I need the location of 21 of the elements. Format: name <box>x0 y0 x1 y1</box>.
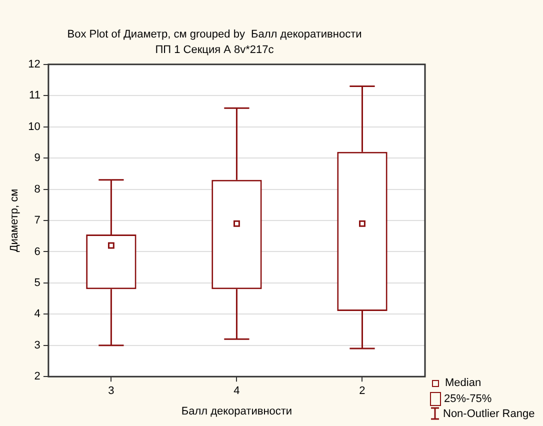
y-tick-label: 4 <box>34 308 40 320</box>
y-tick-label: 12 <box>28 58 40 70</box>
y-tick-label: 3 <box>34 339 40 352</box>
x-tick-label: 3 <box>108 385 114 398</box>
text: 25%-75% <box>444 393 492 405</box>
y-tick-label: 5 <box>34 276 40 289</box>
y-tick-label: 11 <box>29 90 40 102</box>
y-tick-label: 8 <box>34 183 40 196</box>
x-axis-title: Балл декоративности <box>181 405 292 418</box>
text: Median <box>445 377 482 389</box>
text: Non-Outlier Range <box>443 408 535 420</box>
y-tick-label: 2 <box>34 370 40 383</box>
x-tick-label: 4 <box>234 385 240 398</box>
y-axis-title: Диаметр, см <box>8 188 21 252</box>
x-tick-label: 2 <box>359 385 366 398</box>
chart-subtitle: ПП 1 Секция А 8v*217c <box>155 44 274 56</box>
y-tick-label: 9 <box>34 152 40 164</box>
y-tick-label: 10 <box>28 120 40 133</box>
chart-title: Box Plot of Диаметр, см grouped by Балл декоративности <box>67 28 362 41</box>
y-tick-label: 6 <box>34 246 40 258</box>
y-tick-label: 7 <box>34 214 40 227</box>
